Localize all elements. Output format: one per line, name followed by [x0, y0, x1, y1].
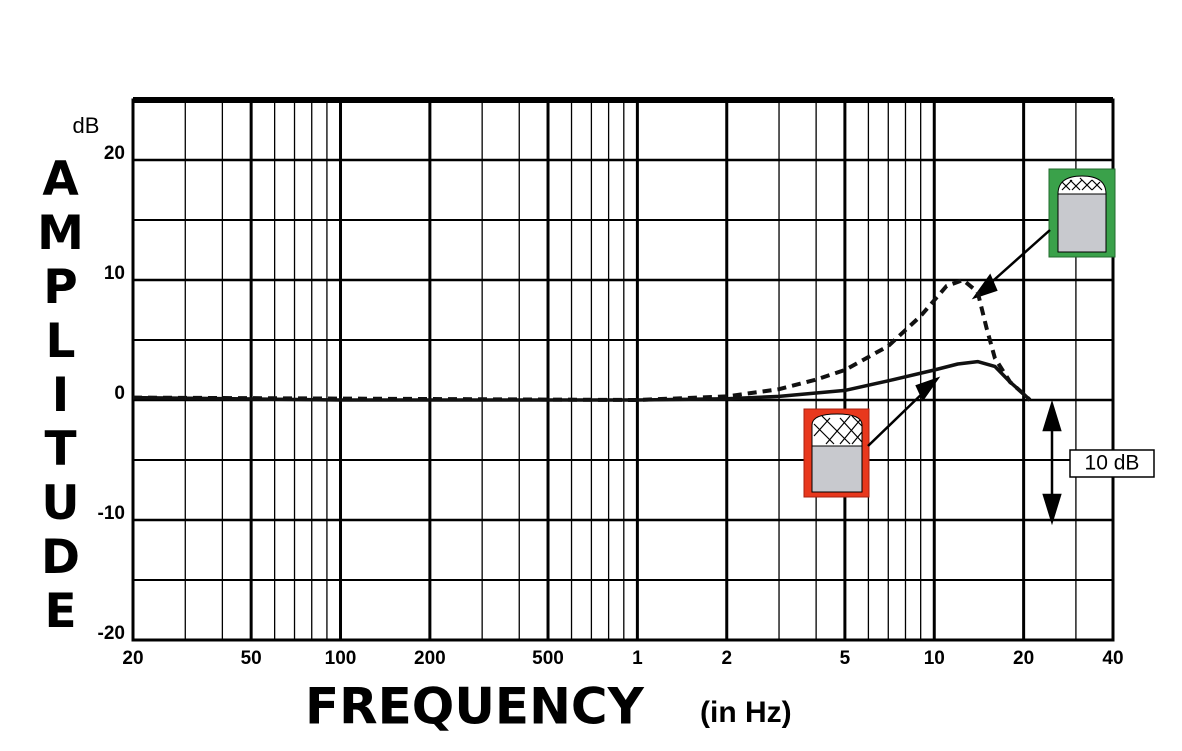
y-unit: dB — [73, 113, 100, 138]
y-tick-label: -10 — [98, 503, 125, 524]
x-tick-label: 20 — [122, 648, 143, 669]
y-tick-label: 0 — [114, 383, 125, 404]
x-tick-label: 2 — [721, 648, 732, 669]
green-mic-icon — [1048, 168, 1116, 258]
plot-frame — [131, 98, 1115, 642]
annotation-box — [1069, 449, 1155, 478]
annotation: 10 dB — [1085, 452, 1140, 475]
x-tick-label: 100 — [325, 648, 357, 669]
arrows — [867, 229, 1062, 526]
x-tick-label: 50 — [241, 648, 262, 669]
x-tick-label: 20 — [1013, 648, 1034, 669]
red-mic-icon — [803, 408, 870, 498]
series-line — [132, 278, 1032, 402]
x-tick-label: 200 — [414, 648, 446, 669]
grid — [131, 97, 1115, 642]
y-axis-title: AMPLITUDE — [33, 152, 88, 638]
y-tick-label: 10 — [104, 263, 125, 284]
y-tick-label: -20 — [98, 623, 125, 644]
x-tick-label: 1 — [632, 648, 643, 669]
x-axis-title: FREQUENCY — [305, 678, 645, 736]
y-tick-label: 20 — [104, 143, 125, 164]
x-tick-label: 500 — [532, 648, 564, 669]
series-line — [132, 359, 1032, 402]
x-tick-label: 10 — [924, 648, 945, 669]
x-tick-label: 5 — [840, 648, 851, 669]
x-tick-label: 40 — [1102, 648, 1123, 669]
x-axis-subtitle: (in Hz) — [700, 696, 792, 729]
